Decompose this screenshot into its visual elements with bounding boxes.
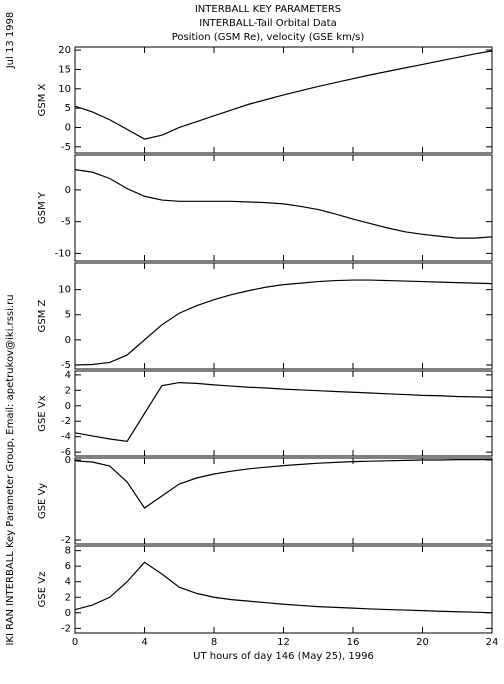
data-line — [74, 279, 493, 366]
y-axis-label: GSE Vx — [37, 395, 48, 431]
y-tick-label: 0 — [65, 455, 71, 466]
panel-frame — [74, 457, 493, 545]
x-tick-label: 8 — [211, 637, 217, 648]
y-tick-label: 15 — [58, 64, 71, 75]
y-tick-label: 8 — [65, 546, 71, 557]
data-line — [74, 169, 493, 239]
y-tick-label: 10 — [58, 285, 71, 296]
x-tick-label: 16 — [347, 637, 360, 648]
y-tick-label: 4 — [65, 577, 71, 588]
y-axis-label: GSM Z — [37, 299, 48, 332]
y-tick-label: 4 — [65, 370, 71, 381]
y-tick-label: 0 — [65, 401, 71, 412]
panel-frame — [74, 545, 493, 634]
data-line — [74, 561, 493, 614]
y-tick-label: -6 — [61, 447, 71, 458]
y-axis-label: GSM X — [37, 83, 48, 116]
y-axis-label: GSM Y — [37, 191, 48, 224]
x-tick-label: 0 — [72, 637, 78, 648]
data-line — [74, 50, 493, 140]
panel-frame — [74, 154, 493, 262]
y-tick-label: -5 — [61, 142, 71, 153]
y-tick-label: 6 — [65, 561, 71, 572]
x-tick-label: 4 — [141, 637, 147, 648]
title-line: INTERBALL KEY PARAMETERS — [195, 4, 341, 15]
y-tick-label: -10 — [55, 248, 71, 259]
panel-frame — [74, 262, 493, 370]
y-tick-label: 5 — [65, 103, 71, 114]
y-tick-label: 2 — [65, 385, 71, 396]
y-tick-label: 0 — [65, 335, 71, 346]
y-tick-label: 0 — [65, 122, 71, 133]
y-tick-label: 0 — [65, 608, 71, 619]
y-axis-label: GSE Vy — [37, 483, 48, 519]
y-tick-label: 20 — [58, 45, 71, 56]
y-tick-label: 0 — [65, 185, 71, 196]
y-tick-label: -2 — [61, 623, 71, 634]
y-tick-label: -2 — [61, 416, 71, 427]
y-axis-label: GSE Vz — [37, 572, 48, 608]
y-tick-label: -2 — [61, 535, 71, 546]
panel-frame — [74, 370, 493, 457]
credit: IKI RAN INTERBALL Key Parameter Group, E… — [5, 294, 16, 645]
y-tick-label: -5 — [61, 217, 71, 228]
data-line — [74, 381, 493, 442]
y-tick-label: -4 — [61, 432, 71, 443]
x-axis-label: UT hours of day 146 (May 25), 1996 — [193, 651, 374, 662]
y-tick-label: 5 — [65, 310, 71, 321]
title-line: INTERBALL-Tail Orbital Data — [199, 18, 336, 29]
y-tick-label: 2 — [65, 592, 71, 603]
y-tick-label: -5 — [61, 360, 71, 371]
x-tick-label: 12 — [277, 637, 290, 648]
x-tick-label: 20 — [416, 637, 429, 648]
date-stamp: Jul 13 1998 — [5, 12, 16, 70]
y-tick-label: 10 — [58, 84, 71, 95]
data-line — [74, 459, 492, 509]
x-tick-label: 24 — [486, 637, 499, 648]
title-line: Position (GSM Re), velocity (GSE km/s) — [172, 32, 365, 43]
